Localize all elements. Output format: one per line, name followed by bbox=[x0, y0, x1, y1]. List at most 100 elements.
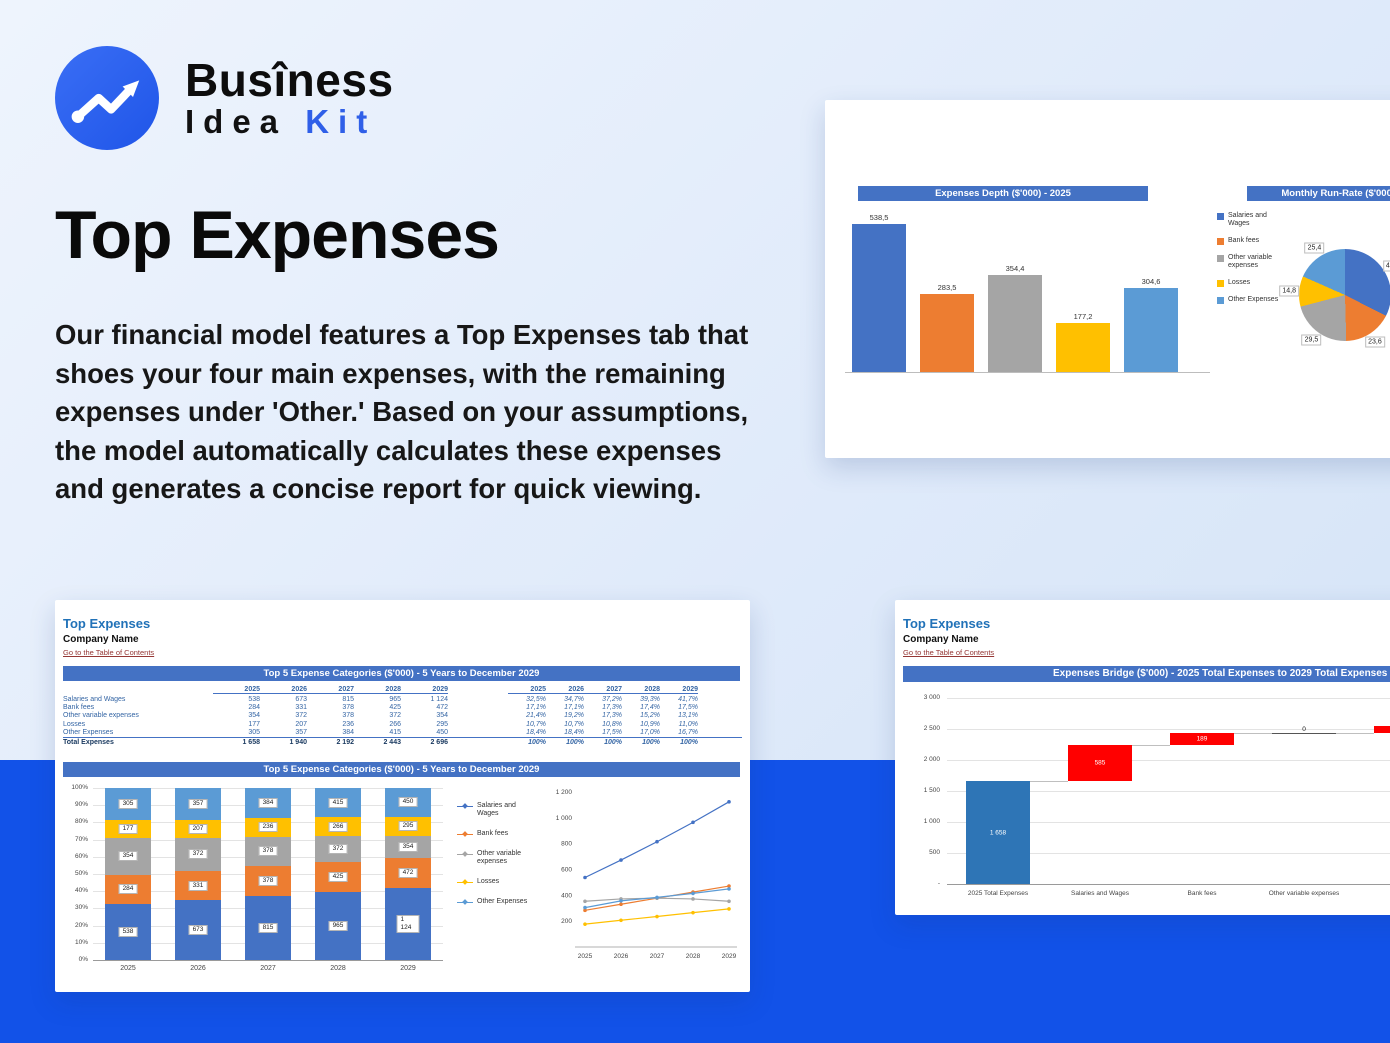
x-axis-label: Bank fees bbox=[1187, 890, 1217, 897]
legend-swatch bbox=[1217, 213, 1224, 220]
row-label: Other variable expenses bbox=[63, 712, 139, 720]
cell-percent: 34,7% bbox=[564, 695, 584, 703]
sheet-company-name: Company Name bbox=[63, 634, 139, 645]
y-axis-tick: 30% bbox=[74, 904, 88, 912]
pie-value-label: 25,4 bbox=[1304, 242, 1325, 254]
segment-value-label: 378 bbox=[258, 846, 278, 857]
stacked-segment: 372 bbox=[175, 838, 221, 871]
page-title: Top Expenses bbox=[55, 197, 500, 273]
waterfall-bar: 0 bbox=[1272, 726, 1336, 735]
table-of-contents-link[interactable]: Go to the Table of Contents bbox=[903, 648, 995, 657]
year-header: 2025 bbox=[508, 686, 546, 694]
y-axis-tick: 70% bbox=[74, 835, 88, 843]
pie-value-label: 14,8 bbox=[1279, 285, 1299, 297]
cell-percent: 41,7% bbox=[678, 695, 698, 703]
cell-value: 1 658 bbox=[242, 739, 260, 747]
legend-line-marker bbox=[457, 831, 473, 837]
cell-percent: 32,5% bbox=[526, 695, 546, 703]
segment-value-label: 472 bbox=[398, 868, 418, 879]
segment-value-label: 538 bbox=[118, 927, 138, 938]
bar-value-label: 177,2 bbox=[1073, 312, 1093, 321]
stacked-segment: 415 bbox=[315, 788, 361, 818]
legend-item: Other Expenses bbox=[1217, 296, 1283, 304]
cell-percent: 17,0% bbox=[640, 729, 660, 737]
year-header: 2025 bbox=[213, 686, 260, 694]
cell-value: 538 bbox=[248, 695, 260, 703]
legend-item: Losses bbox=[1217, 279, 1283, 287]
waterfall-value-label: 585 bbox=[1094, 759, 1106, 767]
gridline bbox=[947, 791, 1390, 792]
segment-value-label: 357 bbox=[188, 798, 208, 809]
x-axis-label: 2026 bbox=[190, 965, 206, 972]
logo-wordmark-line2: Idea Kit bbox=[185, 103, 394, 140]
x-axis-label: 2025 bbox=[120, 965, 136, 972]
stacked-segment: 472 bbox=[385, 858, 431, 889]
legend-item: Losses bbox=[457, 878, 539, 886]
cell-value: 372 bbox=[389, 712, 401, 720]
bar-1: 283,5 bbox=[913, 283, 981, 372]
table-row: Losses 177 207 236 266 295 10,7% 10,7% 10,8% 10,9… bbox=[63, 720, 742, 728]
bar-rect bbox=[920, 294, 974, 372]
row-label: Salaries and Wages bbox=[63, 695, 126, 703]
cell-value: 450 bbox=[436, 729, 448, 737]
cell-percent: 100% bbox=[680, 739, 698, 747]
waterfall-connector bbox=[1234, 733, 1272, 735]
axis-tick: 400 bbox=[561, 892, 572, 899]
segment-value-label: 965 bbox=[328, 921, 348, 932]
cell-value: 295 bbox=[436, 720, 448, 728]
top5-line-chart: 1 200 1 000 800 600 400 200 2025 2026 2027 2028 20… bbox=[556, 789, 737, 960]
stacked-segment: 372 bbox=[315, 835, 361, 863]
cell-value: 305 bbox=[248, 729, 260, 737]
bar-2: 354,4 bbox=[981, 264, 1049, 372]
stacked-segment: 378 bbox=[245, 866, 291, 897]
stacked-segment: 450 bbox=[385, 788, 431, 817]
card-expenses-bridge: Top Expenses Company Name Go to the Tabl… bbox=[895, 600, 1390, 915]
cell-value: 177 bbox=[248, 720, 260, 728]
cell-percent: 39,3% bbox=[640, 695, 660, 703]
y-axis-tick: 40% bbox=[74, 887, 88, 895]
legend-item: Other Expenses bbox=[457, 898, 539, 906]
table-of-contents-link[interactable]: Go to the Table of Contents bbox=[63, 648, 155, 657]
expenses-bridge-waterfall-chart: 3 000 2 500 2 000 1 500 1 000 500 - 1 658 2025 T… bbox=[903, 692, 1390, 910]
cell-percent: 100% bbox=[604, 739, 622, 747]
y-axis-tick: 1 000 bbox=[923, 818, 940, 825]
segment-value-label: 384 bbox=[258, 798, 278, 809]
segment-value-label: 295 bbox=[398, 821, 418, 832]
y-axis-tick: 0% bbox=[78, 956, 88, 963]
monthly-run-rate-header: Monthly Run-Rate ($'000) - 2025 bbox=[1247, 186, 1390, 201]
top5-chart-legend: Salaries and Wages Bank fees Other variabl… bbox=[457, 802, 539, 918]
waterfall-value-label: 1 658 bbox=[989, 829, 1007, 837]
legend-label: Bank fees bbox=[1228, 237, 1260, 244]
top5-table-header: Top 5 Expense Categories ($'000) - 5 Yea… bbox=[63, 666, 740, 681]
hero-description: Our financial model features a Top Expen… bbox=[55, 319, 749, 504]
cell-percent: 19,2% bbox=[564, 712, 584, 720]
y-axis-tick: 100% bbox=[71, 784, 88, 791]
legend-label: Other variable expenses bbox=[477, 850, 521, 865]
table-years-row: 2025 2026 2027 2028 2029 2025 2026 2027 2028 2029 bbox=[63, 684, 742, 695]
bar-rect bbox=[1124, 288, 1178, 372]
cell-value: 1 124 bbox=[430, 695, 448, 703]
cell-value: 331 bbox=[295, 704, 307, 712]
cell-percent: 100% bbox=[566, 739, 584, 747]
bar-rect bbox=[988, 275, 1042, 372]
top5-stacked-bar-chart: 100% 90% 80% 70% 60% 50% 40% 30% 20% 10% 0% 538 284 3… bbox=[59, 782, 451, 988]
legend-marker-dot bbox=[462, 899, 468, 905]
data-point-marker bbox=[619, 858, 623, 862]
stacked-segment: 815 bbox=[245, 896, 291, 960]
bar-value-label: 283,5 bbox=[937, 283, 957, 292]
data-point-marker bbox=[583, 905, 587, 910]
table-row: Bank fees 284 331 378 425 472 17,1% 17,1% 17,3% 1… bbox=[63, 703, 742, 711]
cell-value: 673 bbox=[295, 695, 307, 703]
cell-value: 815 bbox=[342, 695, 354, 703]
legend-label: Losses bbox=[1228, 279, 1251, 286]
cell-percent: 10,8% bbox=[602, 720, 622, 728]
legend-line-marker bbox=[457, 851, 473, 857]
cell-percent: 10,7% bbox=[564, 720, 584, 728]
table-row: Salaries and Wages 538 673 815 965 1 124 32,5%… bbox=[63, 695, 742, 703]
top5-chart-header: Top 5 Expense Categories ($'000) - 5 Yea… bbox=[63, 762, 740, 777]
data-point-marker bbox=[655, 895, 659, 900]
cell-percent: 18,4% bbox=[564, 729, 584, 737]
segment-value-label: 236 bbox=[258, 822, 278, 833]
bar-rect bbox=[1056, 323, 1110, 372]
